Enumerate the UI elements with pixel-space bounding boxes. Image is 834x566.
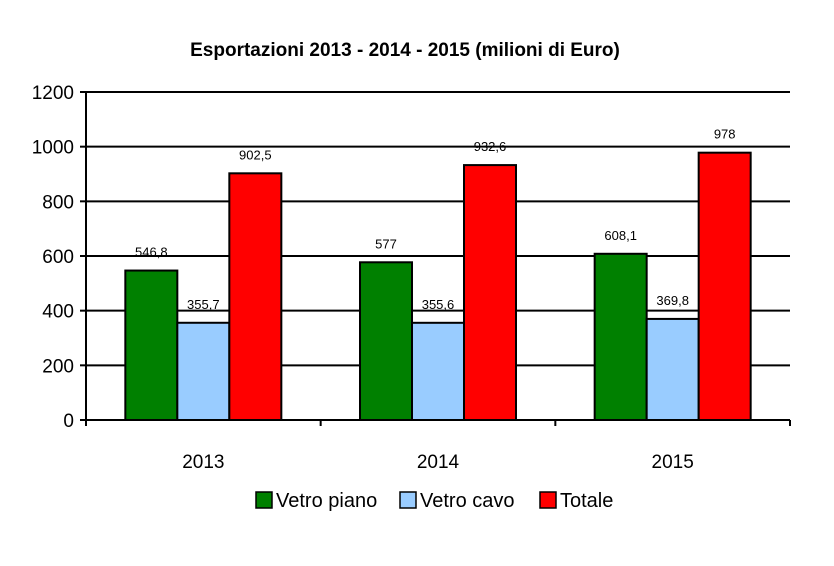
bar-vetro-cavo-2015 [645, 317, 700, 421]
x-tick-label: 2015 [652, 452, 694, 473]
data-label: 355,7 [187, 297, 220, 312]
data-label: 546,8 [135, 245, 168, 260]
y-tick-label: 1000 [32, 138, 74, 159]
data-label: 902,5 [239, 147, 272, 162]
y-tick-label: 400 [42, 302, 74, 323]
y-tick-label: 0 [63, 411, 74, 432]
bar-vetro-cavo-2013 [176, 321, 231, 421]
bar-vetro-piano-2014 [359, 261, 413, 421]
data-label: 608,1 [604, 228, 637, 243]
x-tick-label: 2014 [417, 452, 460, 473]
legend: Vetro piano Vetro cavo Totale [255, 490, 613, 512]
legend-swatch [399, 491, 417, 509]
data-label: 369,8 [656, 293, 689, 308]
x-tick-label: 2013 [182, 452, 224, 473]
data-label: 577 [375, 236, 397, 251]
data-labels: 546,8 355,7 902,5 577 355,6 932,6 608,1 369,8 97… [135, 127, 735, 312]
y-tick-label: 1200 [32, 83, 74, 104]
bar-vetro-cavo-2014 [411, 321, 465, 422]
chart-title: Esportazioni 2013 - 2014 - 2015 (milioni… [190, 40, 620, 61]
y-tick-label: 800 [42, 192, 74, 213]
bar-totale-2015 [697, 151, 752, 421]
bars [124, 151, 752, 422]
data-label: 355,6 [422, 297, 455, 312]
x-axis: 2013 2014 2015 [85, 419, 791, 473]
y-tick-label: 600 [42, 247, 74, 268]
bar-vetro-piano-2015 [593, 252, 648, 421]
legend-label: Vetro piano [276, 490, 377, 512]
y-tick-label: 200 [42, 356, 74, 377]
data-label: 932,6 [474, 139, 507, 154]
legend-label: Vetro cavo [420, 490, 515, 512]
legend-swatch [539, 491, 557, 509]
bar-totale-2014 [463, 164, 517, 421]
bar-vetro-piano-2013 [124, 269, 179, 421]
y-axis: 0 200 400 600 800 1000 1200 [32, 83, 87, 432]
legend-label: Totale [560, 490, 613, 512]
data-label: 978 [714, 127, 736, 142]
legend-swatch [255, 491, 273, 509]
bar-totale-2013 [228, 172, 283, 421]
